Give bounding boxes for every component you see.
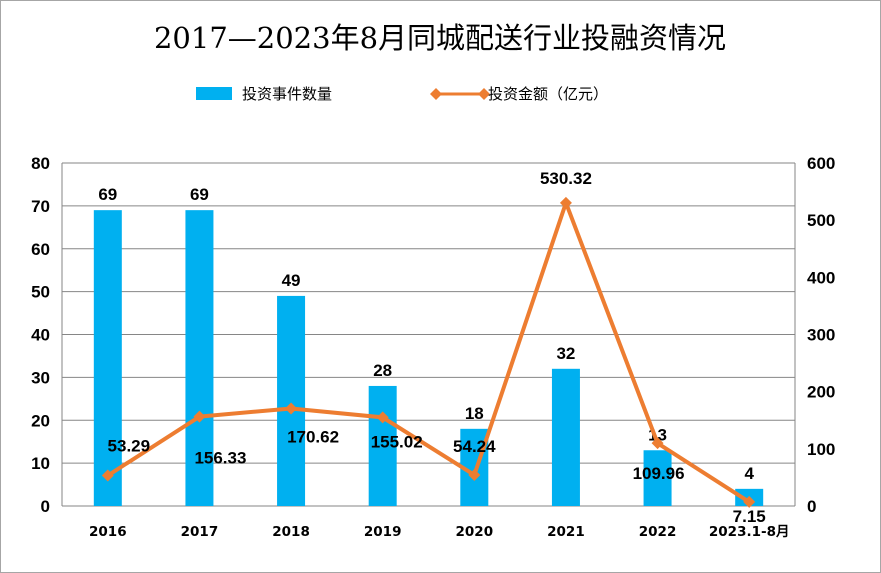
y-left-tick-label: 40 (31, 326, 50, 345)
bar-data-label: 32 (556, 344, 575, 363)
line-data-label: 530.32 (540, 169, 592, 188)
y-right-tick-label: 600 (807, 154, 835, 173)
x-tick-label: 2022 (639, 524, 677, 540)
line-data-label: 155.02 (371, 432, 423, 451)
y-right-tick-label: 300 (807, 326, 835, 345)
legend-line-label: 投资金额（亿元） (488, 85, 608, 103)
line-point-diamond-icon (101, 469, 114, 482)
line-point-diamond-icon (651, 437, 664, 450)
y-left-tick-label: 0 (41, 497, 50, 516)
line-data-label: 53.29 (108, 437, 151, 456)
bar (277, 295, 306, 506)
legend-bar-label: 投资事件数量 (242, 85, 332, 103)
line-data-label: 54.24 (453, 437, 496, 456)
y-right-tick-label: 400 (807, 268, 835, 287)
line-point-diamond-icon (285, 402, 298, 415)
line-point-diamond-icon (559, 196, 572, 209)
y-left-tick-label: 20 (31, 411, 50, 430)
x-tick-label: 2021 (547, 524, 585, 540)
legend-diamond-icon (430, 88, 442, 100)
x-tick-label: 2020 (456, 524, 494, 540)
bar (93, 210, 122, 506)
line-point-diamond-icon (376, 411, 389, 424)
legend-bar-swatch (196, 87, 232, 100)
x-tick-label: 2016 (89, 524, 127, 540)
y-left-tick-label: 30 (31, 368, 50, 387)
bar (185, 210, 214, 506)
y-right-tick-label: 100 (807, 440, 835, 459)
line-point-diamond-icon (193, 410, 206, 423)
bar (368, 385, 397, 506)
line-data-label: 170.62 (287, 427, 339, 446)
bar-data-label: 4 (744, 464, 754, 483)
chart-title: 2017—2023年8月同城配送行业投融资情况 (154, 21, 726, 55)
legend-diamond-icon (478, 88, 490, 100)
y-left-tick-label: 60 (31, 240, 50, 259)
y-right-tick-label: 500 (807, 211, 835, 230)
x-tick-label: 2017 (181, 524, 219, 540)
x-tick-label: 2023.1-8月 (709, 524, 790, 540)
bar-data-label: 69 (190, 185, 209, 204)
bar-data-label: 49 (282, 271, 301, 290)
line-data-label: 156.33 (194, 449, 246, 468)
line-series (106, 200, 751, 504)
x-tick-label: 2019 (364, 524, 402, 540)
y-left-tick-label: 10 (31, 454, 50, 473)
y-left-tick-label: 80 (31, 154, 50, 173)
bar-data-label: 18 (465, 404, 484, 423)
y-left-tick-label: 50 (31, 283, 50, 302)
bar (551, 368, 580, 506)
line-point-diamond-icon (468, 468, 481, 481)
line-data-label: 109.96 (633, 464, 685, 483)
y-right-tick-label: 0 (807, 497, 816, 516)
legend: 投资事件数量 投资金额（亿元） (196, 85, 608, 103)
y-right-tick-label: 200 (807, 383, 835, 402)
x-tick-label: 2018 (272, 524, 310, 540)
line-data-label: 7.15 (733, 507, 766, 526)
bar-data-label: 69 (98, 185, 117, 204)
y-left-tick-label: 70 (31, 197, 50, 216)
line-point-diamond-icon (743, 495, 756, 508)
bar (643, 450, 672, 506)
bar-data-label: 28 (373, 361, 392, 380)
